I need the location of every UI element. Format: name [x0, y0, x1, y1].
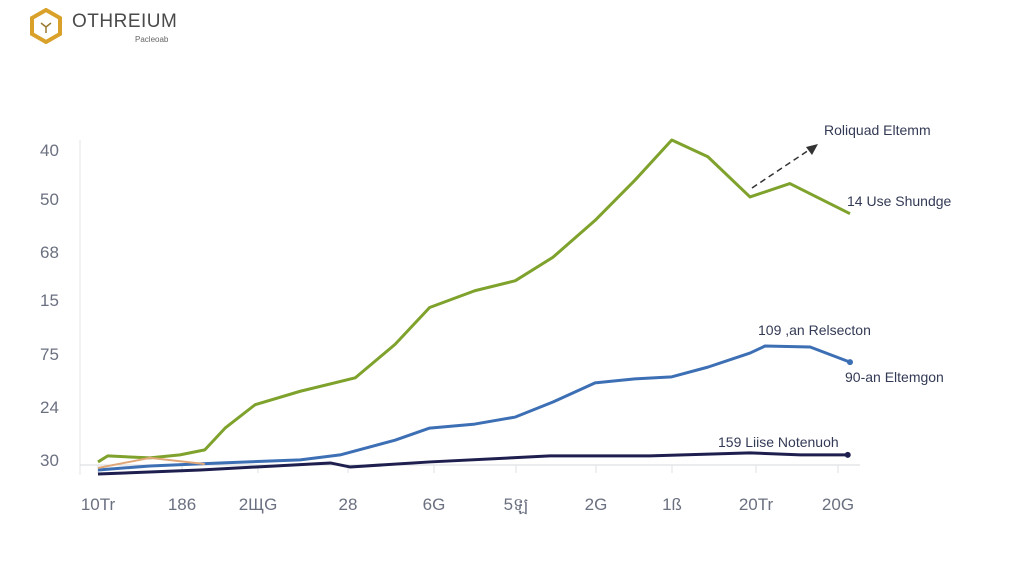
- y-tick-label: 24: [40, 398, 59, 417]
- x-tick-label: 2ЩG: [239, 495, 278, 514]
- logo: OTHREIUM: [30, 8, 177, 44]
- y-tick-label: 75: [40, 345, 59, 364]
- x-tick-label: 20Tr: [739, 495, 774, 514]
- series-end-point: [847, 359, 853, 366]
- x-tick-label: 6G: [423, 495, 446, 514]
- series-end-point: [844, 451, 851, 458]
- series-line: [97, 456, 205, 469]
- x-tick-label: 28: [339, 495, 358, 514]
- annotation-label: 109 ,an Relsecton: [758, 322, 871, 338]
- arrow-head-icon: [806, 144, 818, 155]
- annotation-arrow: [751, 147, 813, 189]
- x-tick-label: 1ß: [662, 495, 682, 514]
- annotation-label: 90-an Eltemgon: [845, 369, 944, 385]
- annotation-label: 159 Liise Notenuoh: [718, 434, 839, 450]
- x-tick-label: 186: [168, 495, 196, 514]
- x-tick-label: 20G: [822, 495, 854, 514]
- y-tick-label: 15: [40, 291, 59, 310]
- x-tick-label: 5ឡ: [504, 495, 529, 515]
- annotation-label: 14 Use Shundge: [847, 193, 952, 209]
- y-tick-label: 68: [40, 243, 59, 262]
- y-tick-label: 40: [40, 141, 59, 160]
- annotation-label: Roliquad Eltemm: [824, 122, 931, 138]
- series-line: [97, 451, 848, 476]
- series-line: [97, 344, 851, 472]
- brand-subtitle: Pacleoab: [135, 35, 169, 44]
- y-tick-label: 50: [40, 190, 59, 209]
- x-tick-label: 2G: [585, 495, 608, 514]
- brand-name: OTHREIUM: [72, 11, 178, 32]
- series-line: [97, 138, 851, 464]
- x-tick-label: 10Tr: [81, 495, 116, 514]
- y-tick-label: 30: [40, 451, 59, 470]
- hexagon-logo-icon: [30, 8, 62, 44]
